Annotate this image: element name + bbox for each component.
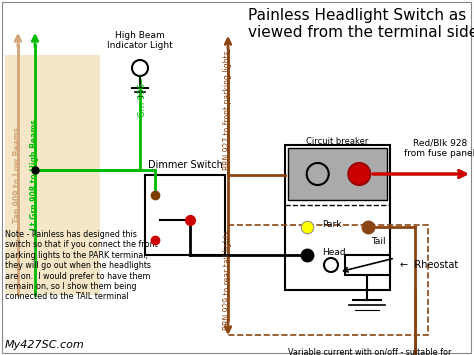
Text: BRN 927 to front parking lights: BRN 927 to front parking lights — [224, 50, 233, 170]
Text: My427SC.com: My427SC.com — [5, 340, 85, 350]
Bar — [5, 55, 100, 295]
Bar — [228, 225, 428, 335]
Text: Painless Headlight Switch as
viewed from the terminal side: Painless Headlight Switch as viewed from… — [248, 8, 474, 40]
Text: Grn 936: Grn 936 — [138, 83, 147, 117]
Text: ←  Rheostat: ← Rheostat — [400, 260, 458, 270]
Text: Lt Grn 908 to High Beams: Lt Grn 908 to High Beams — [30, 120, 39, 230]
Text: Variable current with on/off - suitable for
gauge lights (brn #930): Variable current with on/off - suitable … — [288, 348, 452, 355]
Text: BRN 929 to rear tail lights: BRN 929 to rear tail lights — [224, 230, 233, 330]
Text: Dimmer Switch: Dimmer Switch — [147, 160, 222, 170]
Text: Red/Blk 928
from fuse panel: Red/Blk 928 from fuse panel — [404, 138, 474, 158]
Bar — [288, 148, 387, 200]
Text: Note - Painless has designed this
switch so that if you connect the front
parkin: Note - Painless has designed this switch… — [5, 230, 158, 301]
Bar — [285, 145, 390, 290]
Text: Head: Head — [322, 248, 346, 257]
Text: Tan 909 to Low Beams: Tan 909 to Low Beams — [13, 127, 22, 223]
Text: High Beam
Indicator Light: High Beam Indicator Light — [107, 31, 173, 50]
Bar — [145, 175, 225, 255]
Text: Tail: Tail — [371, 237, 386, 246]
Text: Circuit breaker: Circuit breaker — [306, 137, 369, 146]
Text: Park: Park — [322, 220, 341, 229]
Circle shape — [348, 163, 370, 185]
Bar — [345, 255, 390, 275]
